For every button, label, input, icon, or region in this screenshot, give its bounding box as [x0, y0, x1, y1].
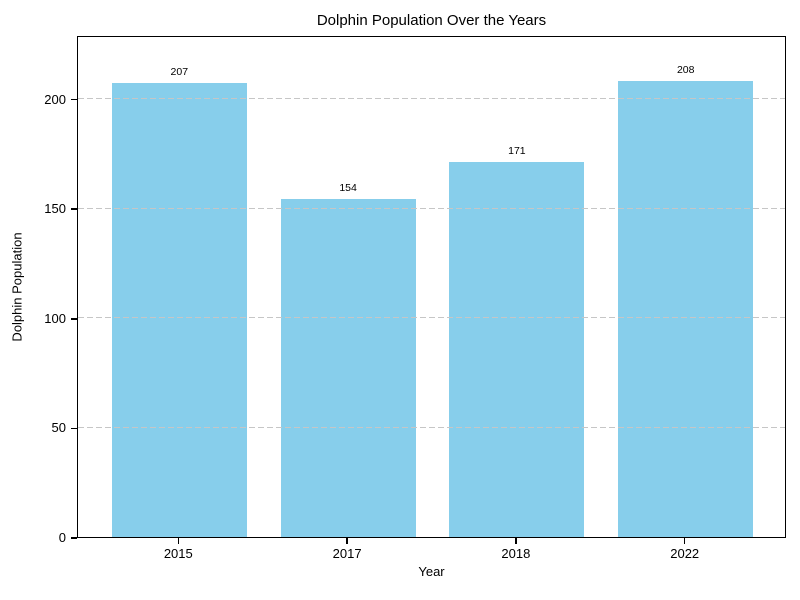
y-tick-mark [71, 427, 77, 430]
chart-title: Dolphin Population Over the Years [316, 12, 547, 29]
bar [111, 83, 247, 537]
x-tick-mark [683, 538, 686, 544]
y-tick-mark [71, 318, 77, 320]
y-gridline [78, 207, 785, 209]
y-gridline [78, 98, 785, 100]
y-gridline [78, 317, 785, 319]
bar [618, 81, 754, 537]
y-tick-label: 150 [44, 201, 66, 217]
y-tick-label: 0 [58, 530, 66, 545]
y-tick-label: 200 [44, 91, 66, 107]
x-tick-label: 2015 [163, 546, 193, 561]
x-tick-mark [346, 538, 348, 544]
x-tick-label: 2022 [670, 546, 700, 561]
bar [449, 162, 585, 537]
x-axis-label: Year [418, 564, 445, 579]
y-gridline [78, 426, 785, 428]
y-tick-mark [71, 208, 77, 210]
y-tick-label: 50 [51, 420, 66, 436]
x-tick-mark [177, 538, 180, 544]
bar-value-label: 207 [170, 66, 189, 79]
y-tick-mark [71, 98, 77, 101]
y-tick-label: 100 [44, 310, 66, 326]
bar-value-label: 171 [508, 145, 526, 158]
x-tick-label: 2018 [501, 546, 531, 561]
bar-value-label: 154 [339, 182, 357, 195]
y-tick-mark [71, 537, 77, 539]
x-tick-label: 2017 [332, 546, 362, 561]
bar-value-label: 208 [676, 64, 695, 77]
plot-area: 207 154 171 208 [77, 36, 786, 538]
bar [280, 199, 416, 537]
x-tick-mark [515, 538, 517, 544]
